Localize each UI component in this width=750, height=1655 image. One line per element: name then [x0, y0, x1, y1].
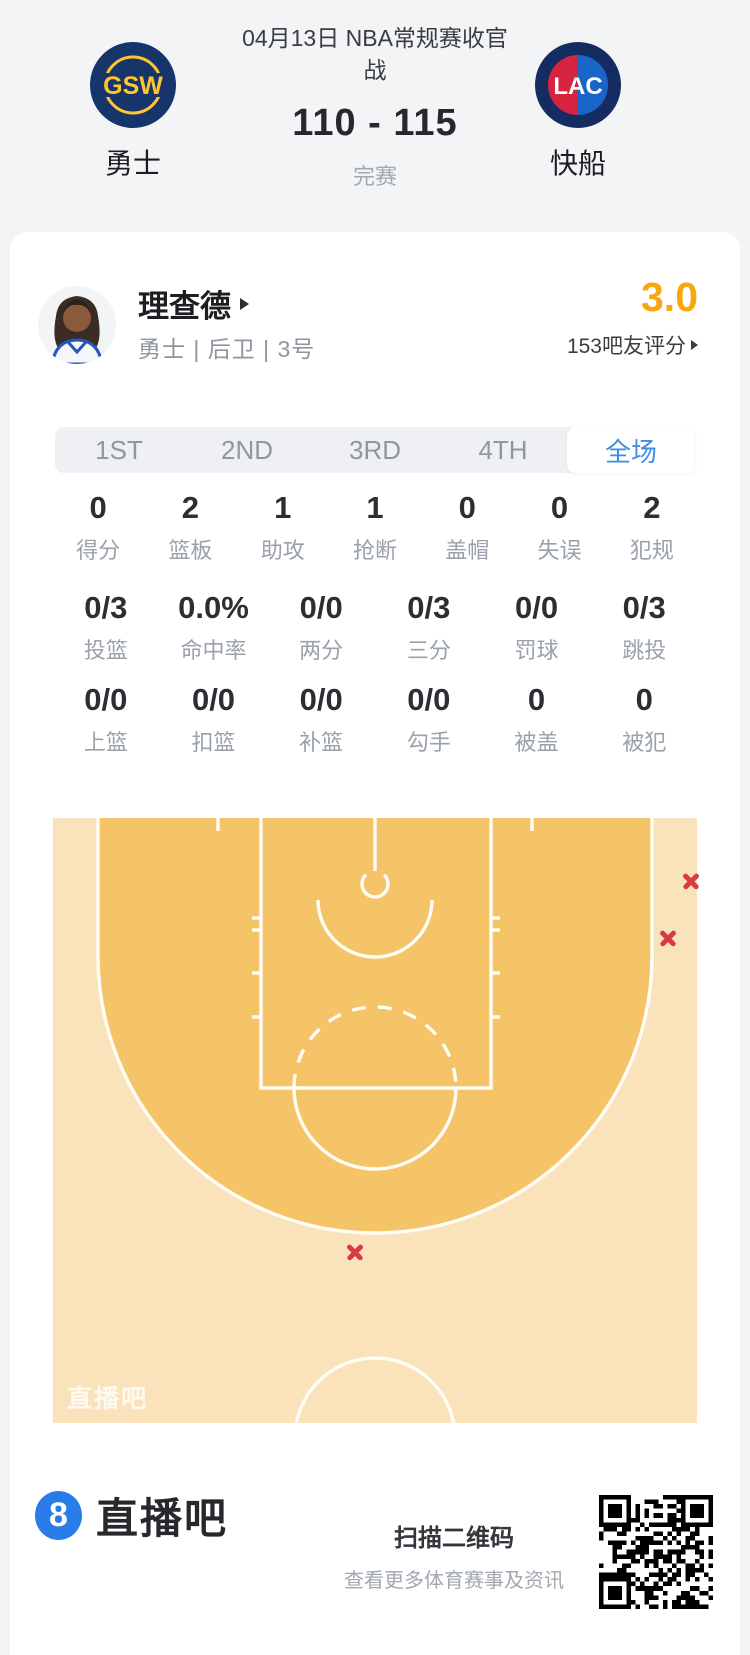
qr-title: 扫描二维码	[394, 1525, 514, 1552]
stats-row-shooting: 0/3 投篮 0.0% 命中率 0/0 两分 0/3 三分 0/0 罚球 0/3 跳投	[52, 590, 698, 665]
player-rating: 3.0 153吧友评分	[567, 274, 698, 360]
zhibo8-brand: 8 直播吧	[35, 1485, 228, 1546]
team-home-name: 勇士	[104, 148, 161, 179]
stat-blocks: 0 盖帽	[445, 490, 490, 563]
tab-3rd[interactable]: 3RD	[348, 434, 401, 465]
match-score: 110 - 115	[292, 102, 458, 144]
stats-row-basic: 0 得分 2 篮板 1 助攻 1 抢断 0 盖帽 0 失误 2 犯规	[52, 490, 698, 565]
stat-hook: 0/0 勾手	[406, 682, 451, 755]
stat-rebounds: 2 篮板	[168, 490, 213, 563]
tab-4th[interactable]: 4TH	[478, 434, 528, 465]
quarter-tabs: 1ST 2ND 3RD 4TH 全场	[55, 427, 695, 473]
app-footer: 8 直播吧 扫描二维码 查看更多体育赛事及资讯	[10, 1423, 740, 1655]
lac-team-logo-icon: LAC	[535, 42, 621, 128]
missed-shot-x-icon	[659, 929, 677, 947]
stat-tip-in: 0/0 补篮	[299, 682, 344, 755]
stat-3pt: 0/3 三分	[406, 590, 451, 663]
stat-steals: 1 抢断	[352, 490, 397, 563]
player-meta: 勇士 | 后卫 | 3号	[138, 336, 316, 362]
shot-chart-court: 直播吧	[53, 818, 700, 1423]
svg-text:LAC: LAC	[553, 73, 602, 100]
stat-points: 0 得分	[76, 490, 121, 563]
tab-full-game[interactable]: 全场	[567, 427, 695, 473]
player-stats-card: 理查德 勇士 | 后卫 | 3号 3.0 153吧友评分 1ST 2ND 3RD…	[10, 232, 740, 1655]
gsw-team-logo-icon: GSW	[90, 42, 176, 128]
stats-row-shot-types: 0/0 上篮 0/0 扣篮 0/0 补篮 0/0 勾手 0 被盖 0 被犯	[52, 682, 698, 757]
stat-fouled: 0 被犯	[622, 682, 667, 755]
team-away-name: 快船	[549, 148, 606, 179]
qr-code	[599, 1495, 713, 1609]
tab-2nd[interactable]: 2ND	[220, 434, 273, 465]
team-home: GSW 勇士	[73, 42, 193, 182]
stat-assists: 1 助攻	[260, 490, 305, 563]
stat-dunk: 0/0 扣篮	[191, 682, 236, 755]
stat-ft: 0/0 罚球	[514, 590, 559, 663]
player-avatar[interactable]	[38, 286, 116, 364]
team-away: LAC 快船	[518, 42, 638, 182]
stat-2pt: 0/0 两分	[299, 590, 344, 663]
stat-fg: 0/3 投篮	[83, 590, 128, 663]
rating-value: 3.0	[641, 274, 698, 320]
qr-subtitle: 查看更多体育赛事及资讯	[344, 1570, 564, 1592]
qr-caption: 扫描二维码 查看更多体育赛事及资讯	[344, 1518, 564, 1593]
svg-text:GSW: GSW	[103, 72, 163, 100]
stat-turnovers: 0 失误	[537, 490, 582, 563]
missed-shot-x-icon	[346, 1243, 364, 1261]
stat-layup: 0/0 上篮	[83, 682, 128, 755]
player-row: 理查德 勇士 | 后卫 | 3号 3.0 153吧友评分	[10, 232, 740, 402]
court-drawing	[53, 818, 697, 1423]
player-avatar-image	[38, 286, 116, 364]
tab-1st[interactable]: 1ST	[95, 434, 143, 465]
stat-blocked: 0 被盖	[514, 682, 559, 755]
match-title: 04月13日 NBA常规赛收官战	[242, 25, 508, 83]
chevron-right-icon	[240, 297, 249, 310]
zhibo8-brand-name: 直播吧	[96, 1495, 229, 1542]
stat-jumpshot: 0/3 跳投	[622, 590, 667, 663]
zhibo8-logo-icon: 8	[35, 1491, 82, 1540]
match-summary: 04月13日 NBA常规赛收官战 110 - 115 完赛	[225, 22, 525, 191]
missed-shot-x-icon	[682, 872, 700, 890]
rating-votes[interactable]: 153吧友评分	[567, 330, 698, 360]
stat-fouls: 2 犯规	[629, 490, 674, 563]
stat-fg-pct: 0.0% 命中率	[178, 590, 249, 663]
match-status: 完赛	[352, 164, 397, 189]
player-name[interactable]: 理查德	[138, 281, 249, 326]
court-watermark: 直播吧	[67, 1385, 149, 1413]
chevron-right-icon	[691, 340, 698, 350]
match-header: GSW 勇士 LAC 快船 04月13日 NBA常规赛收官战 110 - 115…	[0, 0, 750, 232]
